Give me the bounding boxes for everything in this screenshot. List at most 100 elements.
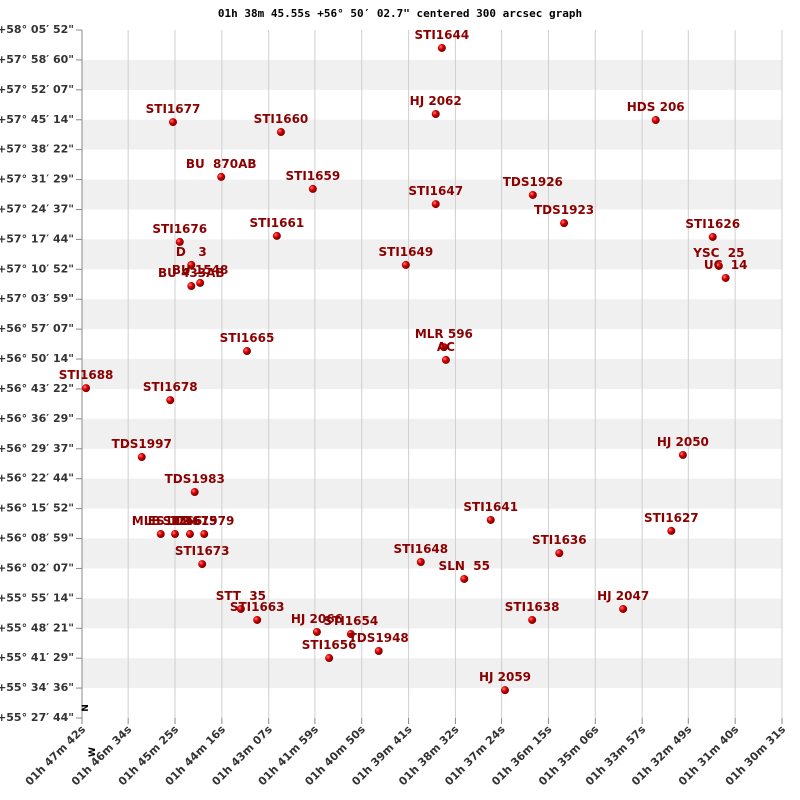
star-label: MLR 596: [415, 327, 473, 341]
y-tick-label: +57° 10′ 52": [0, 262, 74, 275]
star-label: HJ 2066: [291, 612, 343, 626]
star-point: [171, 530, 180, 539]
star-point: [619, 604, 628, 613]
star-label: STI1659: [285, 169, 340, 183]
star-point: [460, 574, 469, 583]
y-tick-label: +57° 03′ 59": [0, 292, 74, 305]
star-label: STI1661: [250, 216, 305, 230]
star-point: [528, 615, 537, 624]
star-label: STI1660: [254, 112, 309, 126]
star-label: STI1688: [59, 368, 114, 382]
star-label: STI1656: [302, 638, 357, 652]
star-label: STI1676: [152, 222, 207, 236]
y-tick-label: +56° 08′ 59": [0, 532, 74, 545]
star-point: [200, 530, 209, 539]
band: [82, 119, 782, 150]
band: [82, 658, 782, 689]
star-point: [437, 43, 446, 52]
star-point: [82, 384, 91, 393]
star-label: YSC 25: [692, 246, 744, 260]
y-tick-label: +57° 31′ 29": [0, 173, 74, 186]
star-point: [431, 110, 440, 119]
band: [82, 359, 782, 389]
star-point: [198, 560, 207, 569]
star-point: [325, 654, 334, 663]
bands: [82, 59, 782, 689]
star-point: [308, 184, 317, 193]
band: [82, 59, 782, 90]
star-point: [486, 515, 495, 524]
band: [82, 299, 782, 330]
star-label: AC: [437, 340, 455, 354]
compass-west: W: [88, 747, 98, 757]
star-point: [166, 396, 175, 405]
star-point: [714, 261, 723, 270]
star-label: D 3: [176, 245, 207, 259]
star-point: [242, 347, 251, 356]
star-point: [555, 549, 564, 558]
star-point: [431, 200, 440, 209]
y-tick-label: +57° 17′ 44": [0, 232, 74, 245]
star-label: STI1638: [505, 600, 560, 614]
band: [82, 239, 782, 270]
star-point: [346, 630, 355, 639]
y-tick-label: +55° 27′ 44": [0, 711, 74, 724]
star-point: [416, 557, 425, 566]
star-label: STI1678: [143, 380, 198, 394]
y-tick-label: +57° 58′ 60": [0, 53, 74, 66]
star-point: [253, 615, 262, 624]
star-label: HJ 2050: [657, 435, 709, 449]
star-point: [137, 453, 146, 462]
star-label: STI1663: [230, 600, 285, 614]
star-point: [187, 260, 196, 269]
y-tick-label: +55° 48′ 21": [0, 621, 74, 634]
band: [82, 478, 782, 509]
star-point: [190, 488, 199, 497]
star-point: [185, 530, 194, 539]
y-tick-label: +57° 24′ 37": [0, 202, 74, 215]
band: [82, 598, 782, 629]
grid: [81, 30, 783, 718]
star-label: BU 433AB: [158, 266, 225, 280]
y-tick-label: +57° 45′ 14": [0, 113, 74, 126]
star-label: STI1654: [324, 614, 379, 628]
star-label: STI1665: [220, 331, 275, 345]
star-point: [187, 282, 196, 291]
star-point: [721, 273, 730, 282]
star-label: STI1644: [414, 28, 469, 42]
star-point: [374, 647, 383, 656]
star-label: TDS1997: [112, 437, 172, 451]
star-label: STI1641: [463, 500, 518, 514]
star-label: TDS1948: [349, 631, 409, 645]
star-point: [678, 450, 687, 459]
y-tick-label: +57° 38′ 22": [0, 143, 74, 156]
y-tick-label: +56° 36′ 29": [0, 412, 74, 425]
star-label: STI1649: [379, 245, 434, 259]
y-tick-label: +56° 02′ 07": [0, 561, 74, 574]
star-point: [272, 231, 281, 240]
band: [82, 418, 782, 449]
chart-title: 01h 38m 45.55s +56° 50′ 02.7" centered 3…: [218, 7, 582, 20]
y-tick-label: +56° 15′ 52": [0, 502, 74, 515]
y-tick-label: +56° 29′ 37": [0, 442, 74, 455]
star-label: STI1626: [685, 217, 740, 231]
star-point: [236, 604, 245, 613]
y-tick-label: +56° 57′ 07": [0, 322, 74, 335]
y-tick-label: +56° 50′ 14": [0, 352, 74, 365]
star-label: UC 14: [704, 258, 748, 272]
y-tick-label: +57° 52′ 07": [0, 83, 74, 96]
star-point: [401, 260, 410, 269]
star-label: TDS1979: [174, 514, 234, 528]
y-tick-label: +55° 41′ 29": [0, 651, 74, 664]
star-label: ES 1766: [148, 514, 202, 528]
star-label: STI1647: [408, 184, 463, 198]
star-label: TDS1923: [534, 203, 594, 217]
star-point: [168, 118, 177, 127]
compass-north: N: [81, 704, 91, 712]
star-label: HJ 2047: [597, 589, 649, 603]
y-tick-label: +56° 22′ 44": [0, 472, 74, 485]
star-label: STI1675: [163, 514, 218, 528]
y-tick-label: +55° 55′ 14": [0, 591, 74, 604]
star-point: [276, 128, 285, 137]
